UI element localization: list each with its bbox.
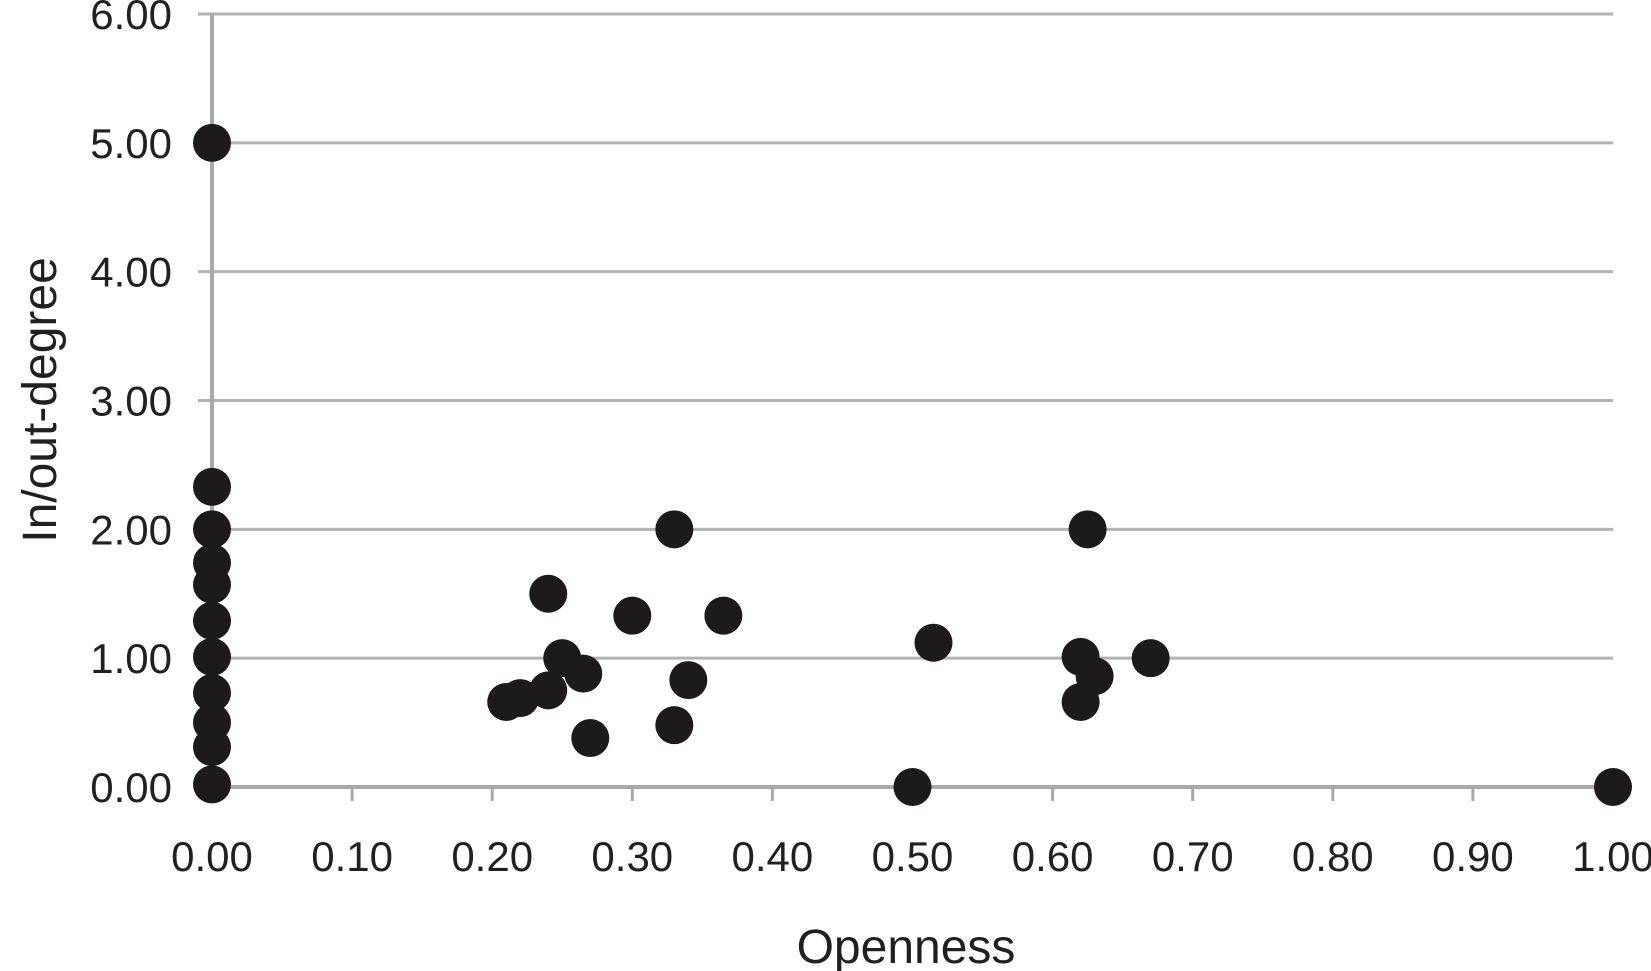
data-point bbox=[529, 671, 568, 710]
data-point bbox=[193, 510, 231, 549]
y-tick-label: 6.00 bbox=[90, 0, 172, 38]
data-point bbox=[893, 768, 932, 806]
y-tick-label: 2.00 bbox=[90, 506, 172, 553]
x-tick-label: 0.60 bbox=[1012, 833, 1094, 880]
data-point bbox=[193, 601, 231, 640]
x-axis-tick-labels: 0.00 0.10 0.20 0.30 0.40 0.50 0.60 0.70 0.80 0.90… bbox=[171, 833, 1651, 880]
y-tick-label: 3.00 bbox=[90, 378, 172, 425]
data-point bbox=[193, 123, 231, 162]
data-point bbox=[704, 596, 743, 635]
data-point bbox=[529, 574, 568, 613]
data-point bbox=[655, 706, 694, 745]
data-point bbox=[193, 765, 231, 804]
x-tick-label: 0.00 bbox=[171, 833, 253, 880]
data-point bbox=[914, 623, 953, 662]
data-point bbox=[193, 467, 231, 506]
y-tick-label: 5.00 bbox=[90, 120, 172, 167]
x-tick-label: 0.30 bbox=[591, 833, 673, 880]
y-axis-title: In/out-degree bbox=[14, 257, 67, 543]
data-point bbox=[669, 661, 708, 700]
data-point bbox=[1061, 682, 1100, 721]
data-point bbox=[571, 719, 610, 758]
x-tick-label: 0.40 bbox=[732, 833, 814, 880]
data-point bbox=[193, 673, 231, 712]
data-points bbox=[193, 123, 1632, 806]
x-axis-title: Openness bbox=[797, 921, 1016, 971]
x-tick-label: 0.20 bbox=[451, 833, 533, 880]
x-tick-label: 0.90 bbox=[1432, 833, 1514, 880]
gridlines bbox=[198, 12, 1613, 789]
y-tick-label: 0.00 bbox=[90, 764, 172, 811]
x-tick-label: 0.80 bbox=[1292, 833, 1374, 880]
data-point bbox=[1594, 768, 1632, 806]
data-point bbox=[564, 654, 603, 693]
x-tick-label: 1.00 bbox=[1572, 833, 1651, 880]
data-point bbox=[655, 510, 694, 549]
data-point bbox=[1131, 639, 1170, 678]
x-tick-label: 0.70 bbox=[1152, 833, 1234, 880]
y-tick-label: 1.00 bbox=[90, 635, 172, 682]
x-tick-label: 0.50 bbox=[872, 833, 954, 880]
y-axis-tick-labels: 0.00 1.00 2.00 3.00 4.00 5.00 6.00 bbox=[90, 0, 172, 811]
x-axis-ticks bbox=[210, 787, 1615, 801]
data-point bbox=[613, 596, 652, 635]
y-tick-label: 4.00 bbox=[90, 249, 172, 296]
data-point bbox=[193, 637, 231, 676]
x-tick-label: 0.10 bbox=[311, 833, 393, 880]
data-point bbox=[193, 565, 231, 604]
data-point bbox=[193, 728, 231, 767]
data-point bbox=[1068, 510, 1107, 549]
